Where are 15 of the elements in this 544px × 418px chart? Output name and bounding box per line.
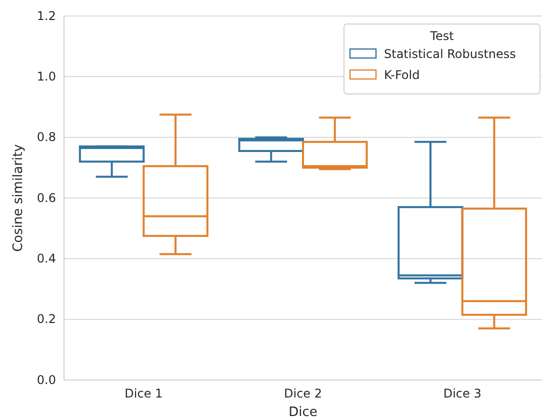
y-tick-label: 1.2 xyxy=(36,8,56,23)
y-tick-label: 0.4 xyxy=(36,252,56,266)
x-tick-label: Dice 1 xyxy=(124,386,163,401)
y-tick-label: 0.2 xyxy=(36,312,56,326)
y-axis-title: Cosine similarity xyxy=(11,144,26,252)
legend-title: Test xyxy=(429,29,454,43)
y-tick-label: 0.6 xyxy=(36,190,56,205)
x-tick-label: Dice 3 xyxy=(443,386,482,401)
x-tick-label: Dice 2 xyxy=(284,386,322,401)
y-tick-label: 0.8 xyxy=(36,130,56,144)
x-axis-title: Dice xyxy=(288,405,318,418)
legend-label: K-Fold xyxy=(384,68,420,82)
y-tick-label: 0.0 xyxy=(36,372,56,387)
y-tick-label: 1.0 xyxy=(36,70,56,84)
legend-label: Statistical Robustness xyxy=(384,47,516,61)
